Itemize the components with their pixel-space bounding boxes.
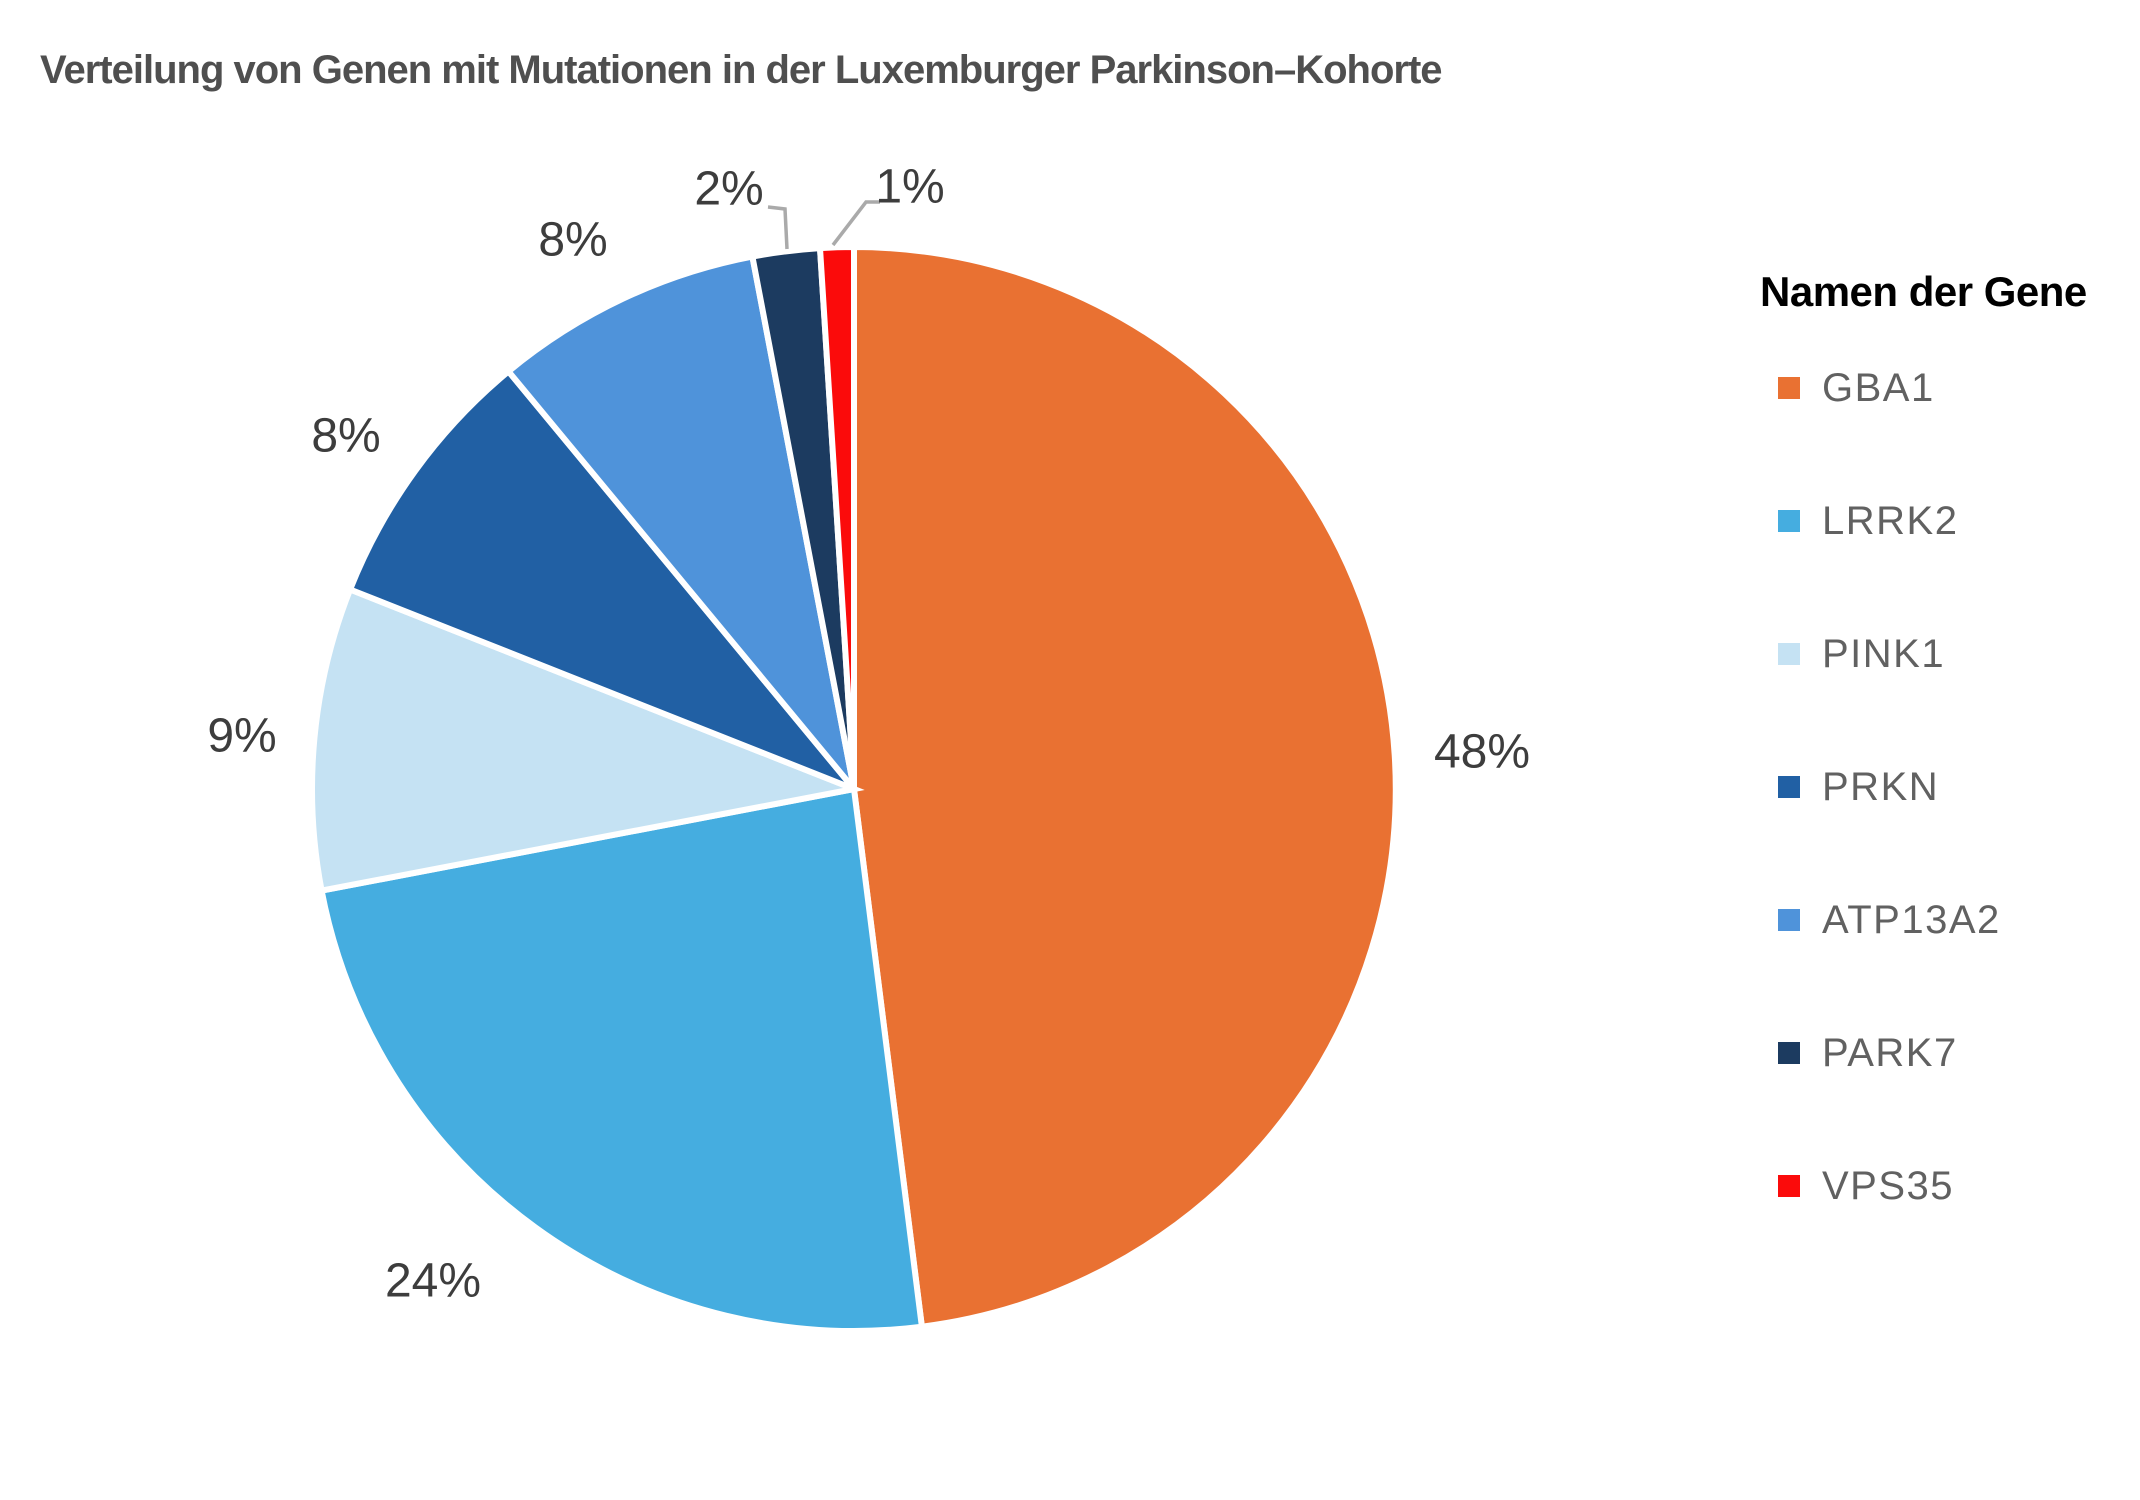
legend-item-atp13a2: ATP13A2 [1778, 897, 2120, 942]
legend-item-vps35: VPS35 [1778, 1163, 2120, 1208]
chart-title: Verteilung von Genen mit Mutationen in d… [40, 48, 1443, 92]
legend-swatch-lrrk2 [1778, 510, 1800, 532]
pie-slice-lrrk2 [318, 785, 926, 1334]
legend-label-pink1: PINK1 [1822, 631, 1946, 676]
legend-swatch-atp13a2 [1778, 909, 1800, 931]
legend-title: Namen der Gene [1760, 268, 2087, 315]
legend-item-lrrk2: LRRK2 [1778, 498, 2120, 543]
percent-label-lrrk2: 24% [385, 1255, 481, 1308]
legend-swatch-park7 [1778, 1042, 1800, 1064]
legend-swatch-gba1 [1778, 377, 1800, 399]
leader-lines-group [767, 200, 880, 250]
pie-slice-vps35 [816, 243, 857, 790]
leader-line-vps35 [831, 200, 880, 247]
legend: Namen der Gene GBA1 LRRK2 PINK1 PRKN ATP13A2… [1760, 268, 2120, 1299]
percent-label-pink1: 9% [207, 710, 276, 763]
legend-item-gba1: GBA1 [1778, 365, 2120, 410]
pie-slice-pink1 [309, 585, 865, 895]
pie-slice-atp13a2 [504, 253, 857, 791]
pie-slice-gba1 [851, 243, 1399, 1331]
leader-line-park7 [767, 205, 789, 250]
pie-slices-group [309, 243, 1399, 1334]
legend-item-prkn: PRKN [1778, 764, 2120, 809]
legend-label-lrrk2: LRRK2 [1822, 498, 1959, 543]
legend-items: GBA1 LRRK2 PINK1 PRKN ATP13A2 PARK7 VPS35 [1760, 365, 2120, 1208]
legend-label-gba1: GBA1 [1822, 365, 1935, 410]
legend-label-park7: PARK7 [1822, 1030, 1958, 1075]
percent-label-prkn: 8% [311, 410, 380, 463]
legend-label-atp13a2: ATP13A2 [1822, 897, 2001, 942]
percent-label-park7: 2% [694, 163, 763, 216]
legend-swatch-pink1 [1778, 643, 1800, 665]
legend-swatch-vps35 [1778, 1175, 1800, 1197]
percent-label-atp13a2: 8% [538, 214, 607, 267]
legend-item-pink1: PINK1 [1778, 631, 2120, 676]
legend-item-park7: PARK7 [1778, 1030, 2120, 1075]
legend-label-vps35: VPS35 [1822, 1163, 1955, 1208]
percent-labels-group: 48% 24% 9% 8% 8% 2% 1% [207, 161, 1530, 1308]
percent-label-gba1: 48% [1434, 726, 1530, 779]
legend-swatch-prkn [1778, 776, 1800, 798]
pie-slice-prkn [346, 367, 857, 792]
legend-label-prkn: PRKN [1822, 764, 1940, 809]
percent-label-vps35: 1% [875, 161, 944, 214]
